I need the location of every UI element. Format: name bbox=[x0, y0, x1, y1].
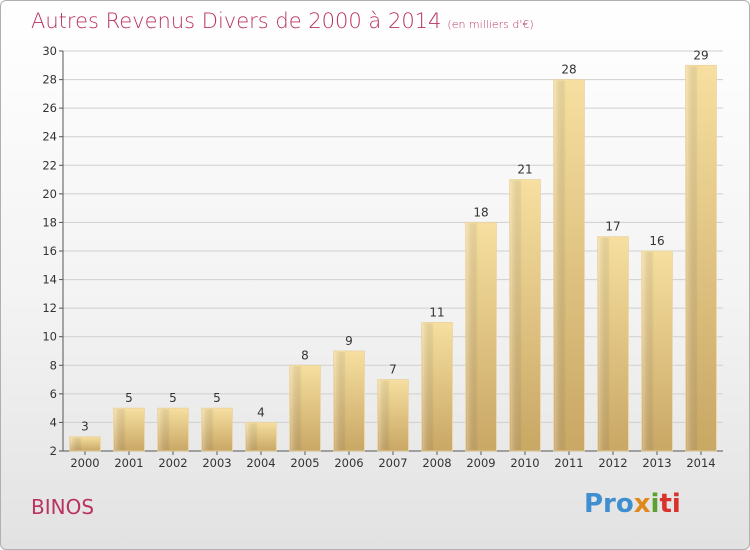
y-tick-label: 4 bbox=[50, 415, 57, 429]
x-tick-label: 2006 bbox=[334, 456, 363, 470]
x-tick-label: 2007 bbox=[378, 456, 407, 470]
x-tick-label: 2000 bbox=[70, 456, 99, 470]
logo-part-2: x bbox=[633, 489, 651, 519]
data-label: 29 bbox=[693, 48, 708, 62]
x-tick-label: 2008 bbox=[422, 456, 451, 470]
bar-highlight bbox=[246, 423, 258, 450]
data-label: 7 bbox=[389, 363, 397, 377]
bar-highlight bbox=[114, 409, 126, 450]
bar-highlight bbox=[554, 80, 566, 451]
y-tick-label: 30 bbox=[42, 44, 57, 58]
x-tick-label: 2001 bbox=[114, 456, 143, 470]
bar-highlight bbox=[202, 409, 214, 450]
y-tick-label: 2 bbox=[50, 444, 57, 458]
data-label: 18 bbox=[473, 205, 488, 219]
x-tick-label: 2010 bbox=[510, 456, 539, 470]
x-tick-labels: 2000 2001 2002 2003 2004 2005 2006 2007 2008 2009… bbox=[70, 456, 715, 470]
bar-highlight bbox=[290, 366, 302, 450]
logo-part-1: Pro bbox=[584, 489, 634, 519]
y-tick-label: 12 bbox=[42, 301, 57, 315]
data-label: 5 bbox=[169, 391, 177, 405]
data-label: 5 bbox=[125, 391, 133, 405]
data-label: 11 bbox=[429, 305, 444, 319]
data-label: 28 bbox=[561, 63, 576, 77]
y-tick-label: 26 bbox=[42, 101, 57, 115]
y-tick-label: 28 bbox=[42, 73, 57, 87]
data-labels: 3 5 5 5 4 8 9 7 11 18 21 28 17 16 29 bbox=[81, 48, 708, 433]
x-tick-label: 2012 bbox=[598, 456, 627, 470]
x-tick-label: 2014 bbox=[686, 456, 715, 470]
data-label: 9 bbox=[345, 334, 353, 348]
y-tick-label: 24 bbox=[42, 130, 57, 144]
bar-highlight bbox=[598, 237, 610, 450]
bar-highlight bbox=[510, 180, 522, 451]
data-label: 21 bbox=[517, 163, 532, 177]
y-tick-label: 16 bbox=[42, 244, 57, 258]
y-tick-label: 10 bbox=[42, 330, 57, 344]
logo-part-3: i bbox=[650, 489, 660, 519]
x-tick-label: 2003 bbox=[202, 456, 231, 470]
data-label: 3 bbox=[81, 420, 89, 434]
x-tick-label: 2004 bbox=[246, 456, 275, 470]
data-label: 17 bbox=[605, 220, 620, 234]
bars bbox=[69, 64, 717, 452]
y-tick-label: 18 bbox=[42, 215, 57, 229]
bar-highlight bbox=[334, 352, 346, 450]
proxiti-logo: Proxiti bbox=[584, 489, 681, 519]
data-label: 4 bbox=[257, 405, 265, 419]
y-tick-label: 8 bbox=[50, 358, 57, 372]
bar-highlight bbox=[422, 323, 434, 450]
data-label: 5 bbox=[213, 391, 221, 405]
bar-highlight bbox=[466, 223, 478, 450]
x-tick-label: 2005 bbox=[290, 456, 319, 470]
commune-name: BINOS bbox=[31, 495, 95, 519]
y-tick-label: 6 bbox=[50, 387, 57, 401]
y-tick-label: 22 bbox=[42, 158, 57, 172]
bar-highlight bbox=[378, 380, 390, 450]
bar-highlight bbox=[70, 437, 82, 450]
bar-highlight bbox=[642, 252, 654, 450]
bar-highlight bbox=[686, 66, 698, 451]
x-tick-label: 2002 bbox=[158, 456, 187, 470]
data-label: 8 bbox=[301, 348, 309, 362]
x-tick-label: 2011 bbox=[554, 456, 583, 470]
chart-title: Autres Revenus Divers de 2000 à 2014 (en … bbox=[31, 9, 534, 33]
chart-subtitle: (en milliers d'€) bbox=[447, 18, 534, 31]
bar-highlight bbox=[158, 409, 170, 450]
y-tick-label: 20 bbox=[42, 187, 57, 201]
x-tick-label: 2009 bbox=[466, 456, 495, 470]
chart-title-text: Autres Revenus Divers de 2000 à 2014 bbox=[31, 9, 442, 33]
x-tick-label: 2013 bbox=[642, 456, 671, 470]
y-tick-label: 14 bbox=[42, 273, 57, 287]
data-label: 16 bbox=[649, 234, 664, 248]
logo-part-4: ti bbox=[659, 489, 681, 519]
